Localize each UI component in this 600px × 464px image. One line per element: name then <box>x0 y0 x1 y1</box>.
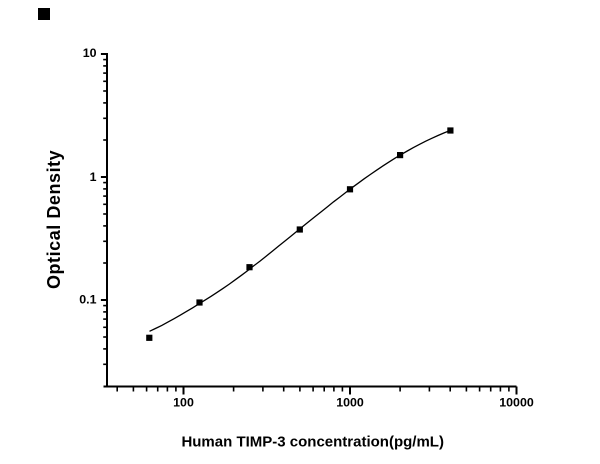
svg-text:10000: 10000 <box>499 395 534 409</box>
svg-text:1000: 1000 <box>336 395 364 409</box>
svg-text:100: 100 <box>173 395 194 409</box>
svg-text:1: 1 <box>90 170 97 184</box>
svg-text:Human TIMP-3 concentration(pg/: Human TIMP-3 concentration(pg/mL) <box>181 434 444 451</box>
svg-text:10: 10 <box>83 46 97 60</box>
svg-text:Optical Density: Optical Density <box>44 150 64 289</box>
svg-text:0.1: 0.1 <box>79 292 96 306</box>
